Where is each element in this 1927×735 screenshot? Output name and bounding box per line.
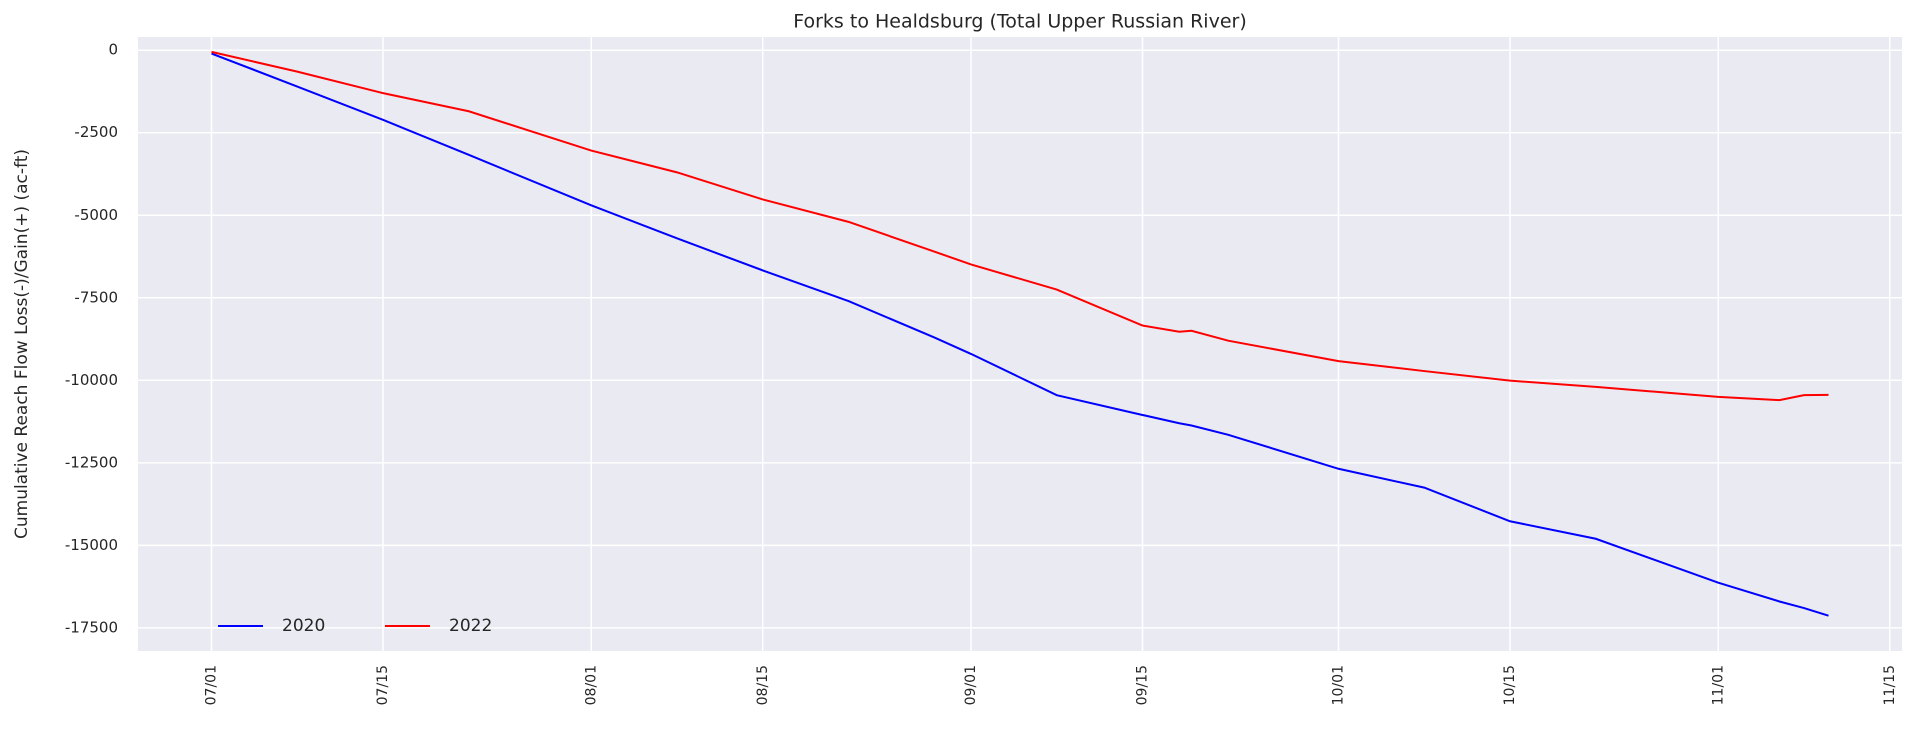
y-tick-label: -12500 bbox=[65, 453, 118, 471]
x-tick-label: 10/15 bbox=[1502, 665, 1518, 705]
x-tick-label: 09/15 bbox=[1135, 665, 1151, 705]
x-tick-label: 07/01 bbox=[204, 665, 220, 705]
x-tick-label: 11/01 bbox=[1710, 665, 1726, 705]
line-series bbox=[211, 50, 1829, 402]
y-tick-label: -7500 bbox=[74, 288, 118, 306]
x-tick-label: 08/15 bbox=[755, 665, 771, 705]
y-tick-label: -17500 bbox=[65, 618, 118, 636]
chart-title: Forks to Healdsburg (Total Upper Russian… bbox=[793, 11, 1247, 33]
x-tick-label: 09/01 bbox=[963, 665, 979, 705]
x-tick-label: 10/01 bbox=[1331, 665, 1347, 705]
x-tick-label: 11/15 bbox=[1882, 665, 1898, 705]
line-series bbox=[211, 52, 1829, 617]
x-tick-label: 07/15 bbox=[375, 665, 391, 705]
legend-text: 2022 bbox=[449, 616, 492, 636]
y-tick-label: -5000 bbox=[74, 206, 118, 224]
plot-area bbox=[138, 37, 1902, 651]
y-tick-label: -15000 bbox=[65, 536, 118, 554]
y-axis-label: Cumulative Reach Flow Loss(-)/Gain(+) (a… bbox=[12, 149, 32, 539]
y-tick-label: -2500 bbox=[74, 123, 118, 141]
legend-text: 2020 bbox=[282, 616, 325, 636]
y-tick-label: 0 bbox=[108, 41, 118, 59]
x-tick-label: 08/01 bbox=[583, 665, 599, 705]
y-tick-label: -10000 bbox=[65, 371, 118, 389]
